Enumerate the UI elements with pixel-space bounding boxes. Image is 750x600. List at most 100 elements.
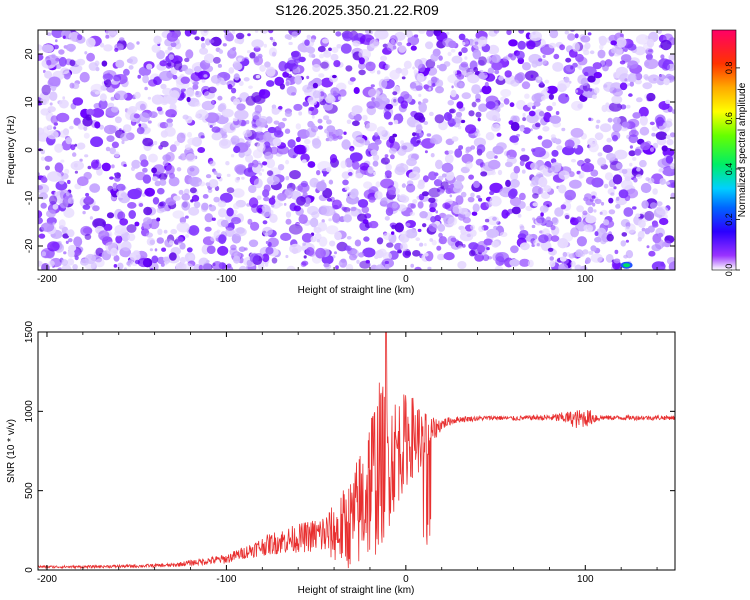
heatmap-cell: [202, 65, 214, 73]
heatmap-cell: [113, 175, 121, 182]
heatmap-cell: [256, 137, 260, 141]
heatmap-cell: [113, 74, 122, 82]
heatmap-cell: [570, 127, 584, 138]
colorbar: 0.0 0.2 0.4 0.6 0.8 Normalized spectral ampl…: [711, 29, 748, 276]
heatmap-cell: [265, 240, 269, 245]
heatmap-cell: [323, 50, 332, 58]
heatmap-cell: [416, 140, 421, 144]
heatmap-cell: [185, 234, 189, 238]
heatmap-cell: [331, 199, 342, 210]
heatmap-cell: [350, 147, 354, 152]
heatmap-cell: [256, 142, 266, 153]
heatmap-cell: [530, 182, 536, 187]
heatmap-cell: [661, 62, 671, 71]
heatmap-cell: [407, 203, 415, 209]
heatmap-cell: [120, 192, 128, 198]
heatmap-cell: [110, 96, 115, 101]
heatmap-cell: [461, 92, 471, 100]
heatmap-cell: [381, 96, 388, 102]
heatmap-cell: [391, 231, 395, 235]
heatmap-cell: [144, 127, 152, 133]
heatmap-cell: [343, 214, 352, 223]
heatmap-cell: [234, 109, 249, 121]
heatmap-cell: [69, 59, 76, 67]
heatmap-cell: [509, 259, 520, 267]
heatmap-cell: [87, 165, 92, 170]
heatmap-cell: [632, 156, 637, 161]
y-tick-label: 1500: [24, 320, 35, 343]
heatmap-cell: [243, 77, 250, 82]
heatmap-cell: [232, 46, 237, 51]
heatmap-hotspot-core: [623, 263, 631, 268]
heatmap-cell: [293, 144, 306, 155]
heatmap-cell: [517, 213, 522, 218]
heatmap-cell: [317, 125, 323, 130]
heatmap-cell: [238, 246, 246, 252]
heatmap-cell: [399, 194, 407, 202]
heatmap-cell: [273, 130, 284, 138]
heatmap-cell: [476, 195, 481, 199]
heatmap-cell: [67, 258, 75, 266]
heatmap-cell: [425, 41, 434, 50]
heatmap-cell: [454, 148, 463, 158]
heatmap-cell: [656, 206, 669, 216]
heatmap-cell: [77, 65, 83, 72]
heatmap-cell: [394, 222, 404, 233]
heatmap-cell: [52, 203, 59, 210]
heatmap-cell: [564, 189, 576, 201]
heatmap-cell: [121, 240, 132, 252]
heatmap-cell: [352, 40, 361, 47]
heatmap-cell: [659, 217, 669, 226]
heatmap-cell: [628, 150, 636, 157]
heatmap-cell: [456, 73, 465, 80]
heatmap-cell: [627, 43, 637, 51]
heatmap-cell: [163, 229, 168, 234]
heatmap-cell: [572, 42, 580, 52]
heatmap-cell: [509, 102, 515, 108]
heatmap-cell: [438, 191, 443, 195]
heatmap-cell: [543, 185, 552, 193]
heatmap-cell: [628, 93, 633, 97]
heatmap-cell: [270, 146, 279, 155]
y-tick-label: 20: [24, 48, 35, 60]
heatmap-cell: [285, 176, 290, 181]
heatmap-cell: [606, 233, 614, 242]
heatmap-cell: [140, 159, 149, 167]
heatmap-cell: [209, 160, 216, 167]
heatmap-cell: [588, 250, 594, 255]
heatmap-cell: [610, 40, 617, 46]
heatmap-cell: [266, 175, 280, 186]
heatmap-cell: [556, 145, 563, 151]
heatmap-cell: [230, 135, 240, 145]
heatmap-cell: [181, 193, 191, 201]
heatmap-cell: [145, 232, 153, 238]
heatmap-cell: [471, 84, 481, 95]
heatmap-cell: [428, 223, 438, 233]
heatmap-cell: [168, 176, 180, 187]
heatmap-cell: [306, 205, 319, 216]
heatmap-cell: [339, 258, 348, 268]
heatmap-cell: [190, 72, 203, 82]
heatmap-cell: [564, 214, 570, 220]
heatmap-cell: [99, 42, 105, 48]
heatmap-cell: [668, 53, 675, 61]
heatmap-cell: [599, 60, 607, 67]
snr-series-line: [38, 332, 675, 570]
heatmap-cell: [344, 157, 354, 168]
heatmap-cell: [455, 174, 465, 182]
heatmap-cell: [458, 245, 463, 249]
heatmap-cell: [552, 62, 564, 72]
heatmap-cell: [424, 252, 429, 257]
heatmap-cell: [209, 125, 213, 128]
heatmap-cell: [40, 222, 55, 232]
heatmap-cell: [159, 179, 167, 186]
heatmap-cell: [467, 74, 480, 84]
heatmap-cell: [449, 108, 456, 114]
heatmap-cell: [605, 102, 610, 107]
heatmap-cell: [68, 244, 77, 252]
heatmap-cell: [655, 131, 668, 140]
heatmap-cell: [389, 69, 400, 80]
snr-x-axis: -200 -100 0 100: [37, 332, 658, 585]
heatmap-cell: [189, 167, 195, 172]
heatmap-cell: [357, 199, 369, 208]
